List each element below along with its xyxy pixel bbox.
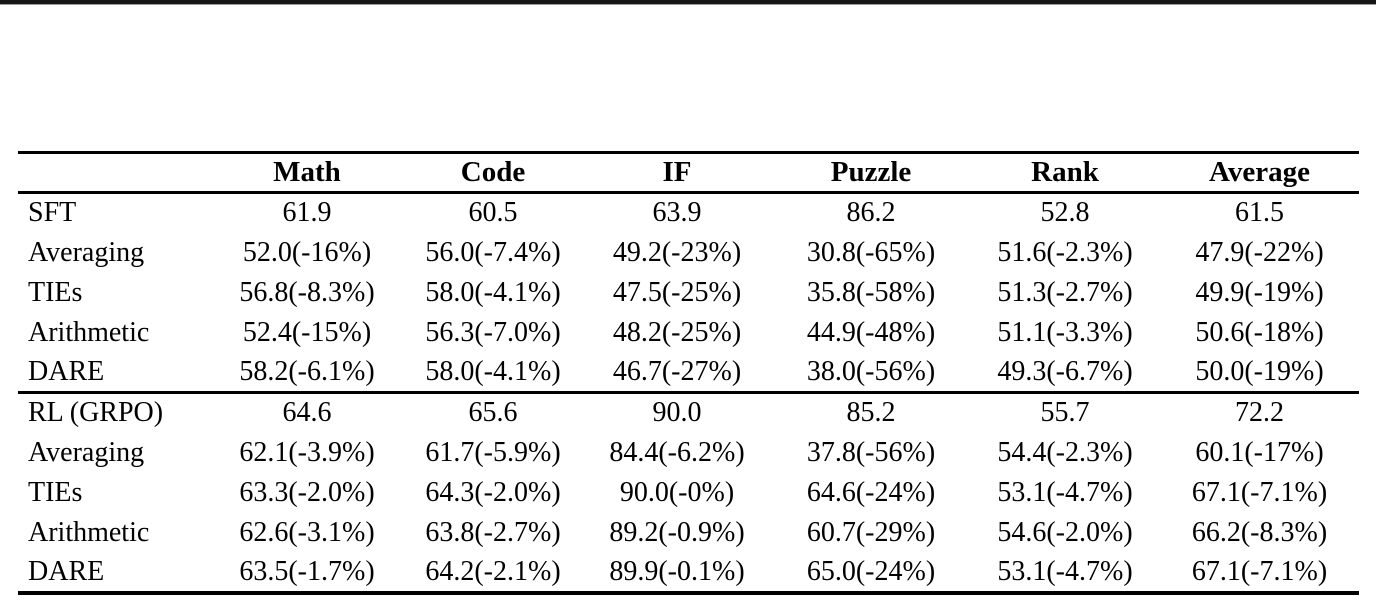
- cell: 67.1(-7.1%): [1191, 476, 1328, 508]
- table-row: TIEs 63.3(-2.0%) 64.3(-2.0%) 90.0(-0%) 64.6(…: [18, 473, 1359, 513]
- cell: 30.8(-65%): [806, 236, 936, 268]
- cell: 90.0(-0%): [619, 476, 735, 508]
- table-header: Math Code IF Puzzle Rank Average: [18, 152, 1359, 194]
- cell: 63.3(-2.0%): [239, 476, 375, 508]
- cell: 50.6(-18%): [1195, 316, 1324, 348]
- cell: 60.5: [468, 197, 518, 229]
- cell: 65.0(-24%): [806, 555, 936, 587]
- cell: 48.2(-25%): [612, 316, 742, 348]
- row-label: DARE: [28, 355, 105, 387]
- cell: 50.0(-19%): [1195, 355, 1324, 387]
- cell: 85.2: [772, 391, 970, 433]
- cell: 47.5(-25%): [612, 276, 742, 308]
- table-row: TIEs 56.8(-8.3%) 58.0(-4.1%) 47.5(-25%) 35.8…: [18, 273, 1359, 313]
- cell: 35.8(-58%): [806, 276, 936, 308]
- benchmark-results-table: Math Code IF Puzzle Rank Average SFT 61.9 60.5 6…: [18, 151, 1359, 595]
- cell: 60.1(-17%): [1195, 436, 1324, 468]
- cell: 56.3(-7.0%): [425, 316, 561, 348]
- cell: 52.4(-15%): [242, 316, 372, 348]
- cell: 89.9(-0.1%): [609, 555, 745, 587]
- column-header-rank: Rank: [970, 152, 1160, 194]
- cell: 64.2(-2.1%): [425, 555, 561, 587]
- table-row: Averaging 62.1(-3.9%) 61.7(-5.9%) 84.4(-6.2…: [18, 433, 1359, 473]
- table-row: DARE 63.5(-1.7%) 64.2(-2.1%) 89.9(-0.1%) 65.…: [18, 553, 1359, 593]
- cell: 63.5(-1.7%): [239, 555, 375, 587]
- table-row: Arithmetic 62.6(-3.1%) 63.8(-2.7%) 89.2(-0.…: [18, 513, 1359, 553]
- table-section-sft: SFT 61.9 60.5 63.9 86.2 52.8 61.5 Averaging 52.0…: [18, 193, 1359, 393]
- table-section-rl-grpo: RL (GRPO) 64.6 65.6 90.0 85.2 55.7 72.2 Averagi…: [18, 391, 1359, 593]
- cell: 53.1(-4.7%): [997, 555, 1133, 587]
- cell: 60.7(-29%): [806, 516, 936, 548]
- cell: 49.9(-19%): [1195, 276, 1324, 308]
- row-label: SFT: [28, 197, 77, 229]
- cell: 64.3(-2.0%): [425, 476, 561, 508]
- cell: 47.9(-22%): [1195, 236, 1324, 268]
- cell: 51.3(-2.7%): [997, 276, 1133, 308]
- page-top-divider: [0, 0, 1376, 5]
- cell: 52.8: [1040, 197, 1090, 229]
- cell: 64.6: [210, 391, 404, 433]
- row-label: TIEs: [28, 276, 83, 308]
- cell: 64.6(-24%): [806, 476, 936, 508]
- column-header-code: Code: [404, 152, 582, 194]
- column-header-if: IF: [582, 152, 772, 194]
- row-label: RL (GRPO): [18, 391, 210, 433]
- cell: 89.2(-0.9%): [609, 516, 745, 548]
- table-row: RL (GRPO) 64.6 65.6 90.0 85.2 55.7 72.2: [18, 391, 1359, 433]
- cell: 46.7(-27%): [612, 355, 742, 387]
- cell: 58.0(-4.1%): [425, 276, 561, 308]
- cell: 56.8(-8.3%): [239, 276, 375, 308]
- cell: 58.2(-6.1%): [239, 355, 375, 387]
- cell: 86.2: [846, 197, 896, 229]
- cell: 61.7(-5.9%): [425, 436, 561, 468]
- cell: 66.2(-8.3%): [1191, 516, 1328, 548]
- row-label: Arithmetic: [28, 316, 150, 348]
- table-row: SFT 61.9 60.5 63.9 86.2 52.8 61.5: [18, 193, 1359, 233]
- cell: 90.0: [582, 391, 772, 433]
- cell: 61.5: [1235, 197, 1284, 229]
- cell: 51.1(-3.3%): [997, 316, 1133, 348]
- column-header-math: Math: [210, 152, 404, 194]
- cell: 62.1(-3.9%): [239, 436, 375, 468]
- cell: 49.3(-6.7%): [997, 355, 1133, 387]
- cell: 63.8(-2.7%): [425, 516, 561, 548]
- cell: 44.9(-48%): [806, 316, 936, 348]
- row-label: DARE: [28, 555, 105, 587]
- header-row: Math Code IF Puzzle Rank Average: [18, 152, 1359, 194]
- column-header-average: Average: [1160, 152, 1359, 194]
- cell: 67.1(-7.1%): [1191, 555, 1328, 587]
- cell: 55.7: [970, 391, 1160, 433]
- cell: 63.9: [652, 197, 702, 229]
- cell: 62.6(-3.1%): [239, 516, 375, 548]
- table-row: Arithmetic 52.4(-15%) 56.3(-7.0%) 48.2(-25%…: [18, 313, 1359, 353]
- row-label: Averaging: [28, 436, 145, 468]
- table-row: Averaging 52.0(-16%) 56.0(-7.4%) 49.2(-23%)…: [18, 233, 1359, 273]
- row-label: TIEs: [28, 476, 83, 508]
- cell: 54.6(-2.0%): [997, 516, 1133, 548]
- cell: 72.2: [1160, 391, 1359, 433]
- cell: 53.1(-4.7%): [997, 476, 1133, 508]
- row-label: Averaging: [28, 236, 145, 268]
- cell: 49.2(-23%): [612, 236, 742, 268]
- column-header-empty: [18, 152, 210, 194]
- cell: 61.9: [282, 197, 332, 229]
- cell: 65.6: [404, 391, 582, 433]
- cell: 54.4(-2.3%): [997, 436, 1133, 468]
- row-label: Arithmetic: [28, 516, 150, 548]
- cell: 38.0(-56%): [806, 355, 936, 387]
- cell: 84.4(-6.2%): [609, 436, 745, 468]
- table-row: DARE 58.2(-6.1%) 58.0(-4.1%) 46.7(-27%) 38.0…: [18, 353, 1359, 393]
- cell: 37.8(-56%): [806, 436, 936, 468]
- cell: 52.0(-16%): [242, 236, 372, 268]
- cell: 56.0(-7.4%): [425, 236, 561, 268]
- cell: 51.6(-2.3%): [997, 236, 1133, 268]
- column-header-puzzle: Puzzle: [772, 152, 970, 194]
- cell: 58.0(-4.1%): [425, 355, 561, 387]
